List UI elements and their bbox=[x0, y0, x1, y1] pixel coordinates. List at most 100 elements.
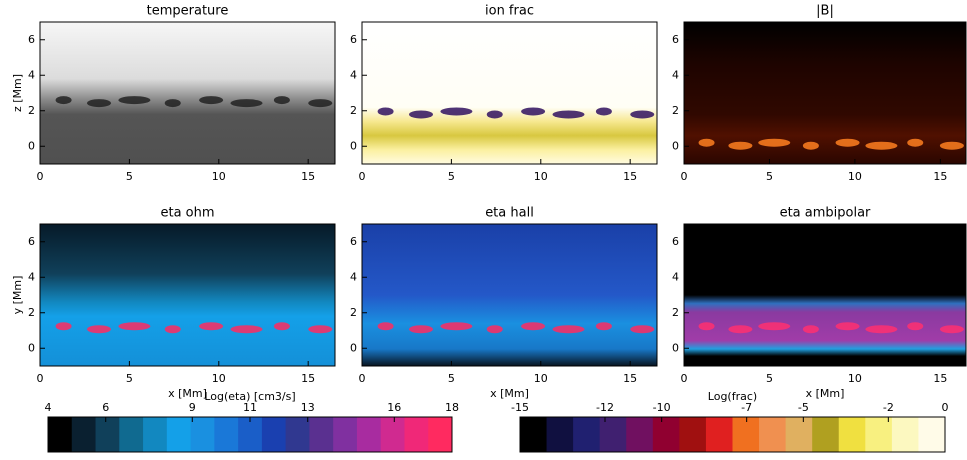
field-feature bbox=[377, 107, 394, 116]
colorbar-tick-label: -12 bbox=[596, 401, 614, 414]
field-feature bbox=[939, 141, 964, 150]
plot-frame bbox=[39, 21, 336, 165]
colorbar-swatch bbox=[626, 417, 654, 452]
colorbar-label: Log(frac) bbox=[708, 390, 757, 403]
colorbar-swatch bbox=[428, 417, 453, 452]
colorbar-tick-label: 9 bbox=[189, 401, 196, 414]
x-tick-label: 10 bbox=[212, 372, 226, 385]
panel-title: eta ambipolar bbox=[780, 206, 871, 221]
colorbar-swatch bbox=[48, 417, 73, 452]
image-field bbox=[362, 224, 657, 366]
field-feature bbox=[758, 138, 791, 147]
colorbar-swatch bbox=[71, 417, 97, 452]
field-feature bbox=[308, 325, 333, 334]
field-feature bbox=[630, 110, 655, 119]
y-tick-label: 4 bbox=[28, 270, 35, 283]
field-feature bbox=[521, 322, 546, 331]
colorbar-swatch bbox=[356, 417, 382, 452]
y-tick-label: 0 bbox=[672, 139, 679, 152]
colorbar-swatch bbox=[546, 417, 574, 452]
y-tick-label: 0 bbox=[350, 139, 357, 152]
colorbar-tick-label: 6 bbox=[102, 401, 109, 414]
y-tick-label: 2 bbox=[672, 306, 679, 319]
field-feature bbox=[409, 325, 433, 334]
field-feature bbox=[595, 107, 612, 116]
colorbar-swatch bbox=[261, 417, 287, 452]
field-feature bbox=[440, 107, 473, 116]
plot-frame bbox=[683, 21, 967, 165]
x-tick-label: 5 bbox=[766, 372, 773, 385]
x-tick-label: 5 bbox=[766, 170, 773, 183]
image-field bbox=[40, 22, 335, 164]
y-tick-label: 6 bbox=[672, 33, 679, 46]
colorbar-swatch bbox=[865, 417, 893, 452]
x-tick-label: 15 bbox=[933, 170, 947, 183]
y-tick-label: 6 bbox=[28, 33, 35, 46]
field-feature bbox=[865, 141, 898, 150]
colorbar-swatch bbox=[190, 417, 215, 452]
y-tick-label: 6 bbox=[350, 235, 357, 248]
y-tick-label: 6 bbox=[28, 235, 35, 248]
panel-title: |B| bbox=[816, 4, 834, 19]
colorbar-swatch bbox=[404, 417, 429, 452]
panel-title: eta ohm bbox=[160, 206, 214, 221]
x-tick-label: 10 bbox=[534, 372, 548, 385]
colorbar-tick-label: -7 bbox=[741, 401, 752, 414]
colorbar-swatch bbox=[599, 417, 627, 452]
field-feature bbox=[802, 141, 819, 150]
colorbar-swatch bbox=[285, 417, 310, 452]
x-tick-label: 0 bbox=[37, 372, 44, 385]
colorbar-swatch bbox=[652, 417, 680, 452]
y-tick-label: 2 bbox=[350, 306, 357, 319]
colorbar-swatch bbox=[143, 417, 168, 452]
field-feature bbox=[728, 325, 753, 334]
x-tick-label: 5 bbox=[448, 170, 455, 183]
y-axis-label: y [Mm] bbox=[11, 276, 24, 315]
plot-frame bbox=[361, 21, 658, 165]
colorbar-swatch bbox=[520, 417, 548, 452]
plot-frame bbox=[683, 223, 967, 367]
colorbar-tick-label: 13 bbox=[301, 401, 315, 414]
field-feature bbox=[164, 325, 181, 334]
field-feature bbox=[939, 325, 964, 334]
field-feature bbox=[440, 322, 473, 331]
colorbar-swatch bbox=[119, 417, 144, 452]
image-field bbox=[684, 22, 966, 164]
x-tick-label: 0 bbox=[37, 170, 44, 183]
field-feature bbox=[907, 138, 924, 147]
field-feature bbox=[118, 322, 151, 331]
panel-title: ion frac bbox=[485, 4, 534, 19]
colorbar-tick-label: 4 bbox=[45, 401, 52, 414]
image-field bbox=[362, 22, 657, 164]
y-tick-label: 6 bbox=[350, 33, 357, 46]
field-feature bbox=[199, 322, 224, 331]
field-feature bbox=[552, 325, 585, 334]
field-feature bbox=[698, 322, 715, 331]
colorbar-swatch bbox=[785, 417, 813, 452]
colorbar-swatch bbox=[214, 417, 239, 452]
x-tick-label: 15 bbox=[623, 170, 637, 183]
colorbar-swatch bbox=[891, 417, 919, 452]
colorbar-swatch bbox=[309, 417, 334, 452]
y-tick-label: 0 bbox=[28, 139, 35, 152]
field-feature bbox=[87, 99, 111, 108]
field-feature bbox=[552, 110, 585, 119]
field-feature bbox=[55, 322, 72, 331]
field-feature bbox=[521, 107, 546, 116]
field-feature bbox=[630, 325, 655, 334]
plot-frame bbox=[39, 223, 336, 367]
y-tick-label: 4 bbox=[350, 270, 357, 283]
y-tick-label: 4 bbox=[28, 68, 35, 81]
y-tick-label: 4 bbox=[350, 68, 357, 81]
x-axis-label: x [Mm] bbox=[490, 387, 529, 400]
field-feature bbox=[230, 99, 263, 108]
colorbar-swatch bbox=[380, 417, 405, 452]
x-tick-label: 10 bbox=[212, 170, 226, 183]
field-feature bbox=[728, 141, 753, 150]
y-tick-label: 2 bbox=[28, 104, 35, 117]
colorbar-tick-label: -15 bbox=[511, 401, 529, 414]
colorbar-swatch bbox=[918, 417, 946, 452]
colorbar-swatch bbox=[333, 417, 358, 452]
field-feature bbox=[273, 322, 290, 331]
